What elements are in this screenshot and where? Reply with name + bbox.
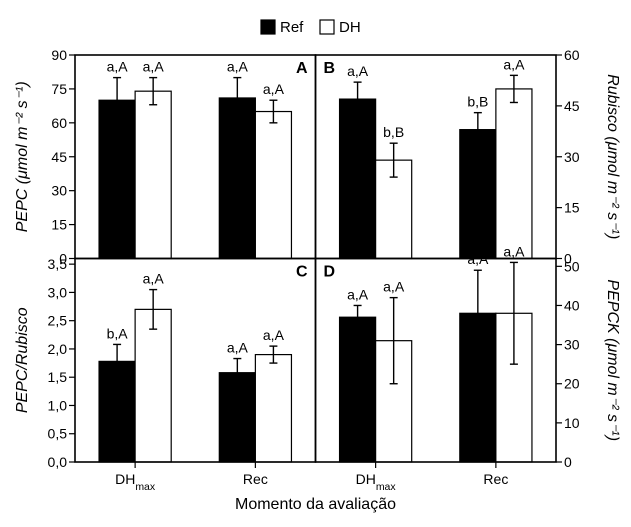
ann-D-1-DH: a,A <box>503 243 525 259</box>
svg-text:Ref: Ref <box>280 19 304 36</box>
ann-C-1-DH: a,A <box>263 327 285 343</box>
ann-C-1-Ref: a,A <box>227 340 249 356</box>
xlabel: Momento da avaliação <box>235 496 396 513</box>
ann-B-0-Ref: a,A <box>347 63 369 79</box>
svg-text:75: 75 <box>51 81 67 97</box>
bar-B-DH_max-Ref <box>340 99 376 258</box>
ann-B-1-DH: a,A <box>503 56 525 72</box>
ann-C-0-Ref: b,A <box>107 325 129 341</box>
bar-A-DH_max-DH <box>135 91 171 258</box>
ann-A-1-Ref: a,A <box>227 59 249 75</box>
svg-text:0: 0 <box>564 454 572 470</box>
svg-text:0,0: 0,0 <box>48 454 68 470</box>
ann-A-1-DH: a,A <box>263 81 285 97</box>
svg-text:60: 60 <box>51 115 67 131</box>
panel-tag-C: C <box>296 264 308 281</box>
svg-text:15: 15 <box>51 217 67 233</box>
panel-tag-A: A <box>296 60 308 77</box>
ylabel-D: PEPCK (μmol m⁻² s⁻¹) <box>604 279 621 441</box>
bar-B-Rec-DH <box>496 89 532 259</box>
panel-tag-D: D <box>324 264 336 281</box>
xtick-label: Rec <box>483 471 508 487</box>
svg-text:30: 30 <box>564 337 580 353</box>
svg-text:0,5: 0,5 <box>48 426 68 442</box>
svg-text:DH: DH <box>339 19 361 36</box>
svg-text:3,5: 3,5 <box>48 256 68 272</box>
ylabel-B: Rubisco (μmol m⁻² s⁻¹) <box>604 74 621 239</box>
svg-text:90: 90 <box>51 47 67 63</box>
svg-text:45: 45 <box>564 98 580 114</box>
svg-text:20: 20 <box>564 376 580 392</box>
ann-B-0-DH: b,B <box>383 124 404 140</box>
svg-text:50: 50 <box>564 258 580 274</box>
svg-text:30: 30 <box>51 183 67 199</box>
xtick-label: Rec <box>243 471 268 487</box>
ann-D-0-DH: a,A <box>383 279 405 295</box>
svg-text:2,5: 2,5 <box>48 313 68 329</box>
bar-B-Rec-Ref <box>460 130 496 259</box>
svg-text:1,5: 1,5 <box>48 369 68 385</box>
svg-text:60: 60 <box>564 47 580 63</box>
svg-text:30: 30 <box>564 149 580 165</box>
svg-text:40: 40 <box>564 297 580 313</box>
panel-tag-B: B <box>324 60 336 77</box>
svg-text:45: 45 <box>51 149 67 165</box>
ylabel-A: PEPC (μmol m⁻² s⁻¹) <box>14 81 31 232</box>
bar-D-DH_max-Ref <box>340 317 376 462</box>
ylabel-C: PEPC/Rubisco <box>14 307 31 413</box>
bar-C-DH_max-DH <box>135 309 171 462</box>
svg-text:15: 15 <box>564 200 580 216</box>
ann-A-0-DH: a,A <box>143 59 165 75</box>
ann-C-0-DH: a,A <box>143 271 165 287</box>
svg-text:1,0: 1,0 <box>48 397 68 413</box>
svg-text:10: 10 <box>564 415 580 431</box>
svg-text:2,0: 2,0 <box>48 341 68 357</box>
bar-C-Rec-DH <box>255 355 291 462</box>
bar-A-Rec-Ref <box>219 98 255 259</box>
ann-B-1-Ref: b,B <box>467 94 488 110</box>
chart-svg: Ref DH 0 15 30 45 60 75 90 PEPC (μmol m⁻² s⁻¹) a,A… <box>0 0 631 527</box>
bar-A-DH_max-Ref <box>99 100 135 258</box>
ann-A-0-Ref: a,A <box>107 59 129 75</box>
ann-D-0-Ref: a,A <box>347 286 369 302</box>
bar-A-Rec-DH <box>255 112 291 259</box>
svg-text:3,0: 3,0 <box>48 284 68 300</box>
